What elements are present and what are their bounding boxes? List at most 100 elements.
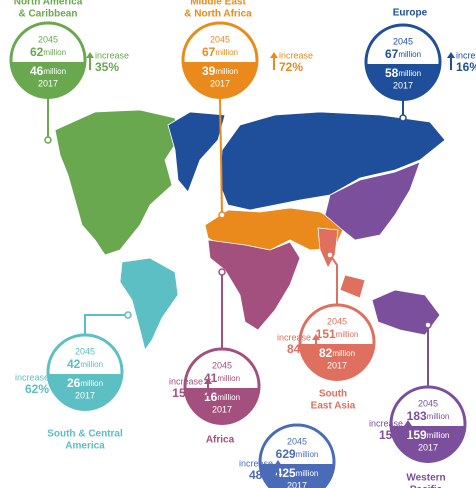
year-2017: 2017 [418,442,438,452]
connector-dot [424,321,432,329]
value: 159 [407,428,427,442]
region-name: & North Africa [184,9,252,20]
year-2045: 2045 [287,436,307,446]
increase-label: increase [15,372,49,382]
region-name: & Caribbean [19,9,78,20]
arrow-head [50,374,58,380]
year-2017: 2017 [327,360,347,370]
value-2017: 16million [204,390,240,404]
increase-value: 15% [379,428,403,442]
value: 58 [385,66,399,80]
asia [324,161,421,241]
unit: million [336,330,359,339]
year-2045: 2045 [393,36,413,46]
world-map [54,109,446,351]
year-2017: 2017 [210,78,230,88]
unit: million [80,379,103,388]
europe-russia [219,111,446,211]
increase-value: 48% [249,468,273,482]
value: 42 [67,357,81,371]
increase-value: 16% [456,60,476,74]
region-name: Western [406,473,445,484]
value-2045: 629million [276,447,319,461]
region: 2045183million159million2017increase15%W… [369,321,467,488]
value: 151 [316,327,336,341]
circle-bottom [366,64,440,101]
unit: million [296,469,319,478]
year-2045: 2045 [210,34,230,44]
year-2045: 2045 [75,346,95,356]
connector-dot [218,268,226,276]
south-east-asia [317,227,366,299]
connector-dot [218,211,226,219]
circle-bottom [300,344,374,381]
connector [329,254,338,304]
unit: million [427,412,450,421]
value: 183 [407,409,427,423]
unit: million [332,349,355,358]
value-2045: 42million [67,357,103,371]
circle-bottom [48,374,122,411]
increase-label: increase [239,458,273,468]
increase-label: increase [279,50,313,60]
unit: million [398,50,421,59]
connector [219,97,223,216]
connector-dot [124,311,132,319]
unit: million [217,393,240,402]
region: 204541million16million2017increase156%Af… [169,268,261,446]
unit: million [215,67,238,76]
value: 629 [276,447,296,461]
value: 26 [67,376,81,390]
unit: million [43,48,66,57]
circle-bottom [11,62,85,99]
value: 67 [385,47,399,61]
increase-label: increase [277,332,311,342]
region: 204567million39million2017increase72%Mid… [181,0,313,219]
value-2017: 82million [319,346,355,360]
increase-value: 84% [287,342,311,356]
increase-label: increase [456,50,476,60]
region-callouts: 204562million46million2017increase35%Nor… [9,0,476,488]
arrow-head [270,52,278,58]
value-2017: 58million [385,66,421,80]
increase-label: increase [95,50,129,60]
greenland [167,111,226,193]
increase-value: 35% [95,60,119,74]
connector-dot [44,136,52,144]
value-2017: 425million [276,466,319,480]
increase-value: 62% [25,382,49,396]
arrow-head [274,460,282,466]
value: 46 [30,64,44,78]
region: 2045151million82million2017increase84%So… [277,251,376,412]
increase-value: 72% [279,60,303,74]
south-america [119,257,179,351]
year-2017: 2017 [393,80,413,90]
year-2045: 2045 [327,316,347,326]
region-name: Europe [393,8,428,19]
region: 204542million26million2017increase62%Sou… [15,311,132,452]
circle-bottom [391,426,465,463]
increase-label: increase [369,418,403,428]
unit: million [217,374,240,383]
value-2045: 183million [407,409,450,423]
year-2045: 2045 [212,360,232,370]
year-2045: 2045 [418,398,438,408]
region-name: East Asia [311,401,356,412]
arrow-head [447,52,455,58]
year-2017: 2017 [212,404,232,414]
circle-bottom [183,62,257,99]
unit: million [43,67,66,76]
unit: million [427,431,450,440]
connector-dot [399,114,407,122]
arrow-head [86,52,94,58]
arrow-head [312,334,320,340]
value-2045: 151million [316,327,359,341]
value: 39 [202,64,216,78]
circle-bottom [185,388,259,425]
value-2045: 67million [202,45,238,59]
increase-value: 156% [172,386,203,400]
unit: million [215,48,238,57]
value: 67 [202,45,216,59]
